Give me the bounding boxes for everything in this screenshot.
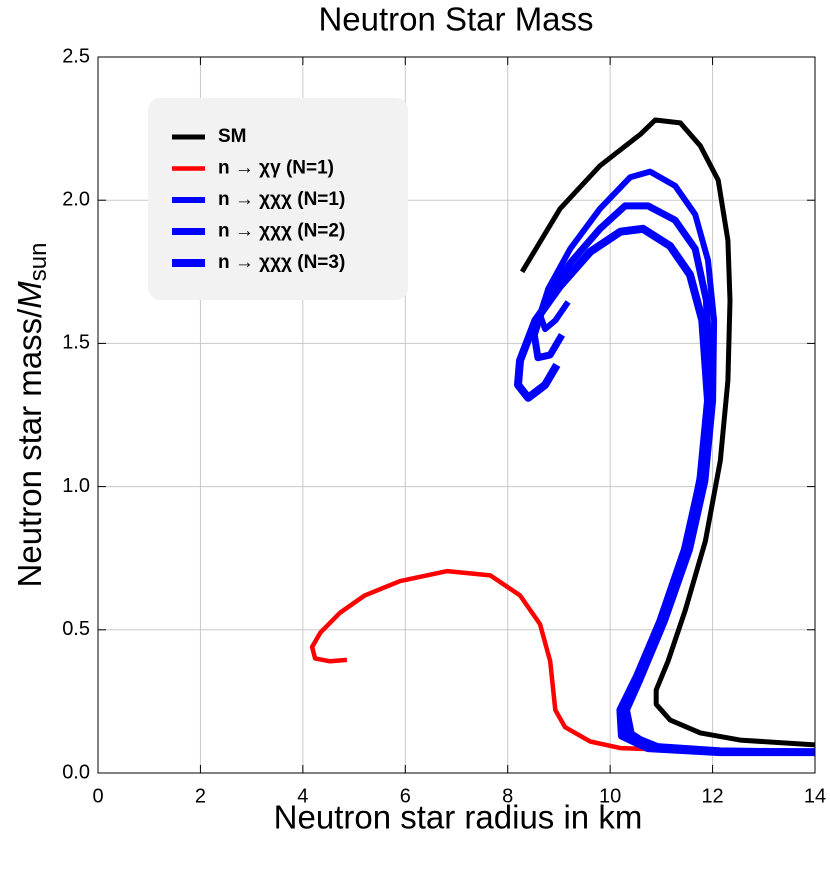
x-tick-label: 6 bbox=[400, 785, 411, 807]
legend-label: SM bbox=[218, 126, 247, 147]
plot-lines bbox=[309, 117, 815, 757]
y-tick-label: 2.5 bbox=[62, 45, 90, 67]
y-tick-label: 2.0 bbox=[62, 188, 90, 210]
y-tick-label: 0.5 bbox=[62, 618, 90, 640]
legend-label: n → χχχ (N=3) bbox=[218, 252, 345, 273]
x-tick-label: 12 bbox=[701, 785, 723, 807]
series-line bbox=[514, 224, 815, 757]
y-axis-label: Neutron star mass/Msun bbox=[11, 243, 53, 588]
y-tick-label: 0.0 bbox=[62, 761, 90, 783]
series-line bbox=[309, 568, 815, 755]
y-axis-label-sub: sun bbox=[25, 243, 52, 282]
x-tick-label: 14 bbox=[804, 785, 826, 807]
chart-title: Neutron Star Mass bbox=[318, 1, 593, 38]
legend-box bbox=[148, 98, 408, 300]
y-axis-label-italic: M bbox=[11, 281, 48, 309]
x-axis-label: Neutron star radius in km bbox=[274, 799, 643, 836]
x-tick-label: 8 bbox=[502, 785, 513, 807]
series-line bbox=[519, 117, 815, 748]
legend-label: n → χχχ (N=2) bbox=[218, 221, 345, 242]
series-line bbox=[530, 202, 815, 756]
x-tick-label: 10 bbox=[599, 785, 621, 807]
y-tick-label: 1.0 bbox=[62, 475, 90, 497]
y-tick-label: 1.5 bbox=[62, 332, 90, 354]
legend-label: n → χγ (N=1) bbox=[218, 158, 334, 179]
x-tick-label: 2 bbox=[195, 785, 206, 807]
y-axis-label-text: Neutron star mass/ bbox=[11, 308, 48, 588]
plot-frame bbox=[97, 56, 816, 774]
x-tick-label: 4 bbox=[297, 785, 308, 807]
x-tick-label: 0 bbox=[92, 785, 103, 807]
legend-label: n → χχχ (N=1) bbox=[218, 189, 345, 210]
